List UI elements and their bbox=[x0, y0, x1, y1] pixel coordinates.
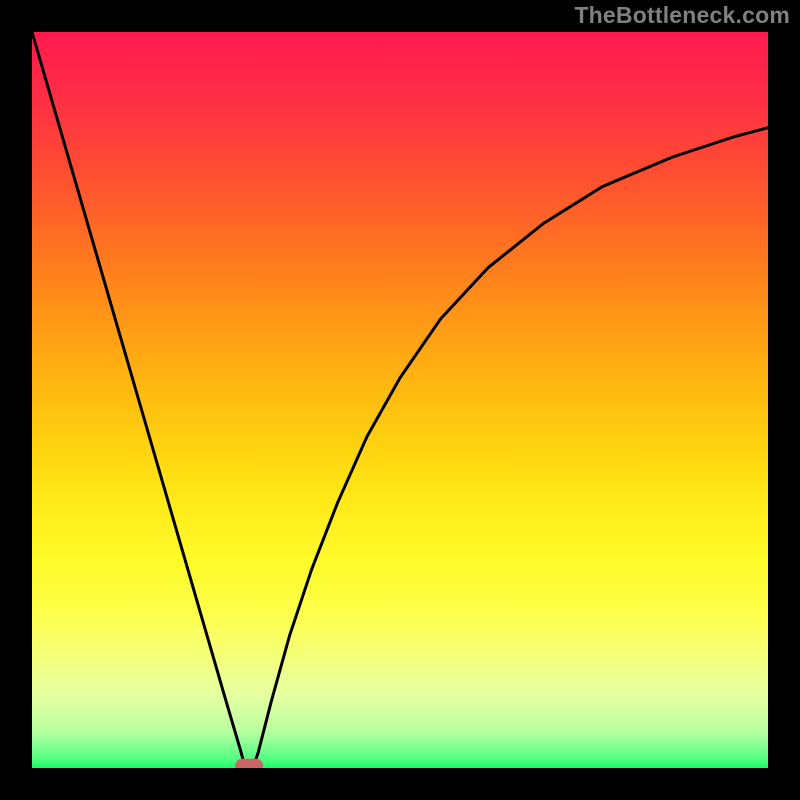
bottleneck-chart bbox=[32, 32, 768, 768]
optimum-marker bbox=[235, 759, 263, 768]
watermark-text: TheBottleneck.com bbox=[574, 2, 790, 29]
chart-background bbox=[32, 32, 768, 768]
chart-frame: TheBottleneck.com bbox=[0, 0, 800, 800]
